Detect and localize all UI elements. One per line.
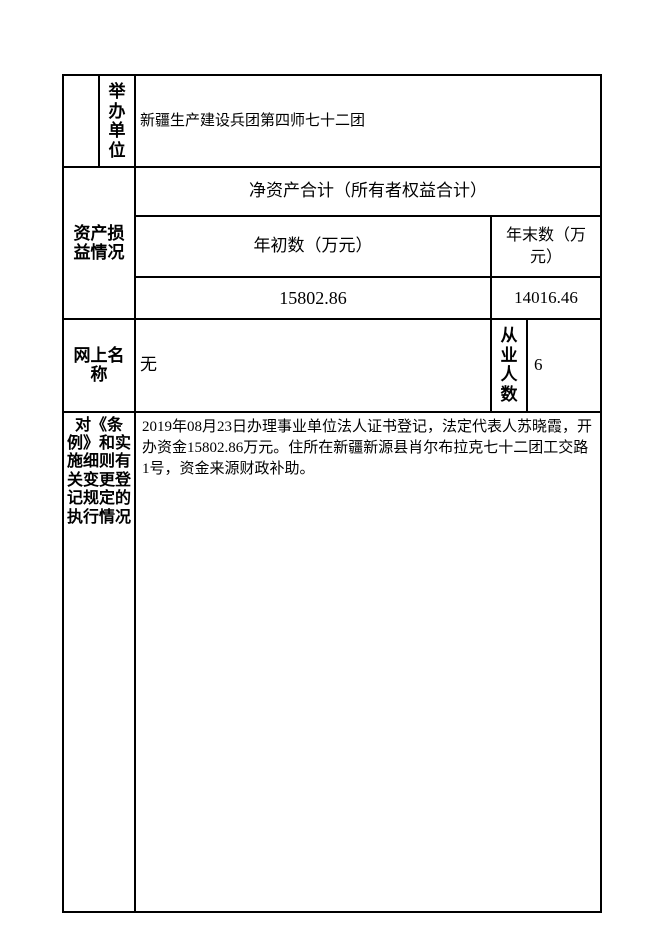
year-end-header: 年末数（万元） — [491, 216, 601, 277]
execution-label: 对《条例》和实施细则有关变更登记规定的执行情况 — [63, 412, 135, 912]
web-name-label: 网上名称 — [63, 319, 135, 411]
table-row: 举办单位 新疆生产建设兵团第四师七十二团 — [63, 75, 601, 167]
year-begin-value: 15802.86 — [135, 277, 491, 319]
year-begin-header: 年初数（万元） — [135, 216, 491, 277]
staff-count-value: 6 — [527, 319, 601, 411]
execution-text: 2019年08月23日办理事业单位法人证书登记，法定代表人苏晓霞，开办资金158… — [135, 412, 601, 912]
blank-cell — [63, 75, 99, 167]
main-table: 举办单位 新疆生产建设兵团第四师七十二团 资产损益情况 净资产合计（所有者权益合… — [62, 74, 602, 913]
staff-count-label: 从业人数 — [491, 319, 527, 411]
year-end-value: 14016.46 — [491, 277, 601, 319]
organizer-label: 举办单位 — [99, 75, 135, 167]
table-row: 15802.86 14016.46 — [63, 277, 601, 319]
web-name-value: 无 — [135, 319, 491, 411]
table-row: 网上名称 无 从业人数 6 — [63, 319, 601, 411]
net-assets-header: 净资产合计（所有者权益合计） — [135, 167, 601, 216]
organizer-value: 新疆生产建设兵团第四师七十二团 — [135, 75, 601, 167]
table-row: 资产损益情况 净资产合计（所有者权益合计） — [63, 167, 601, 216]
document-table-container: 举办单位 新疆生产建设兵团第四师七十二团 资产损益情况 净资产合计（所有者权益合… — [62, 74, 600, 913]
table-row: 年初数（万元） 年末数（万元） — [63, 216, 601, 277]
table-row: 对《条例》和实施细则有关变更登记规定的执行情况 2019年08月23日办理事业单… — [63, 412, 601, 912]
assets-side-label: 资产损益情况 — [63, 167, 135, 319]
